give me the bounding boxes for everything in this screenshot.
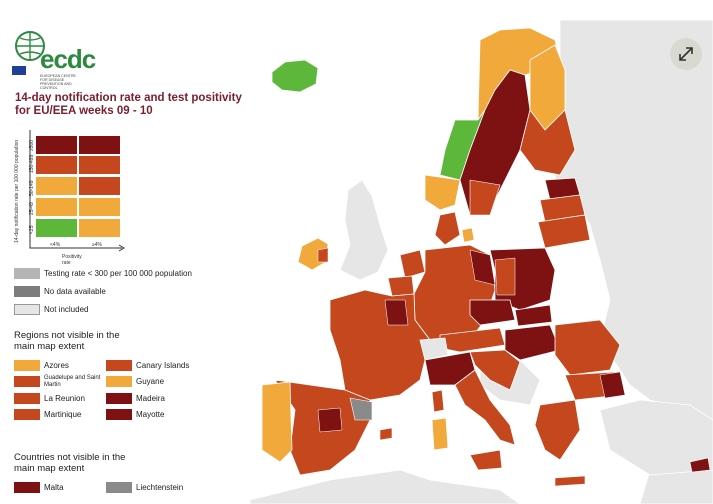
slovenia-croatia: [469, 349, 521, 391]
region-label-reunion: La Reunion: [44, 394, 85, 403]
region-label-azores: Azores: [44, 361, 69, 370]
matrix-y-tick: <25: [29, 225, 35, 234]
bulgaria-east: [599, 371, 626, 399]
region-label-canary: Canary Islands: [136, 361, 190, 370]
lithuania: [537, 214, 591, 249]
matrix-x-tick: <4%: [50, 242, 61, 248]
logo-subtitle: EUROPEAN CENTRE FOR DISEASE PREVENTION A…: [40, 74, 76, 90]
region-label-guadelupe: Guadelupe and Saint Martin: [44, 375, 101, 388]
sweden-south: [469, 179, 501, 216]
globe-icon: [15, 31, 45, 61]
region-swatch-mayotte: [106, 409, 132, 420]
catalonia-nodata: [349, 397, 373, 421]
legend-label-nodata: No data available: [44, 287, 106, 296]
expand-icon: [679, 47, 693, 61]
matrix-cell-500-low: [36, 136, 77, 154]
legend-label-testing: Testing rate < 300 per 100 000 populatio…: [44, 269, 192, 278]
matrix-cell-150-high: [79, 156, 120, 174]
matrix-cell-500-high: [79, 136, 120, 154]
region-label-mayotte: Mayotte: [136, 410, 165, 419]
legend-swatch-notincluded: [14, 304, 40, 315]
matrix-cell-25-low: [36, 198, 77, 216]
italy: [454, 369, 516, 446]
country-swatch-malta: [14, 482, 40, 493]
legend-swatch-testing: [14, 268, 40, 279]
france-paris: [384, 299, 409, 326]
finland-south: [519, 109, 576, 176]
region-swatch-reunion: [14, 393, 40, 404]
region-label-martinique: Martinique: [44, 410, 82, 419]
poland-west: [494, 257, 516, 296]
matrix-y-tick: 50-149: [29, 180, 35, 196]
crete: [554, 475, 586, 487]
region-swatch-guyane: [106, 376, 132, 387]
matrix-cell-lt25-low: [36, 219, 77, 237]
region-swatch-martinique: [14, 409, 40, 420]
country-label-liechtenstein: Liechtenstein: [136, 483, 184, 492]
greece: [534, 399, 581, 461]
matrix-x-tick: ≥4%: [92, 242, 102, 248]
norway-south: [424, 174, 461, 211]
corsica: [431, 389, 445, 413]
belgium: [387, 275, 415, 297]
sicily: [469, 449, 503, 471]
region-label-guyane: Guyane: [136, 377, 165, 386]
region-swatch-guadelupe: [14, 376, 40, 387]
matrix-y-axis-label: 14-day notification rate per 100 000 pop…: [14, 139, 20, 243]
denmark-islands: [461, 227, 475, 243]
czechia: [469, 299, 516, 326]
matrix-cell-25-high: [79, 198, 120, 216]
matrix-axes: [29, 130, 125, 252]
matrix-y-tick: ≥500: [29, 139, 35, 151]
matrix-y-tick: 150-499: [29, 154, 35, 173]
region-swatch-canary: [106, 360, 132, 371]
hungary: [504, 324, 561, 361]
portugal: [261, 381, 293, 463]
region-label-madeira: Madeira: [136, 394, 165, 403]
matrix-y-tick: 25-49: [29, 202, 35, 215]
sweden: [459, 69, 531, 216]
denmark: [434, 211, 461, 246]
map-title: 14-day notification rate and test positi…: [15, 92, 242, 117]
switzerland: [419, 337, 449, 361]
sardinia: [431, 417, 449, 451]
north-africa-land: [249, 469, 521, 504]
expand-button[interactable]: [670, 38, 702, 70]
legend-swatch-nodata: [14, 286, 40, 297]
regions-heading: Regions not visible in the main map exte…: [14, 330, 120, 352]
matrix-cell-50-high: [79, 177, 120, 195]
ireland-east: [317, 247, 329, 263]
region-swatch-azores: [14, 360, 40, 371]
country-label-malta: Malta: [44, 483, 64, 492]
balearic: [379, 427, 393, 441]
spain-madrid: [317, 407, 343, 433]
country-swatch-liechtenstein: [106, 482, 132, 493]
ecdc-logo: [12, 28, 92, 88]
matrix-cell-lt25-high: [79, 219, 120, 237]
iceland: [271, 59, 319, 93]
cyprus: [689, 457, 711, 473]
uk-land: [339, 179, 389, 281]
slovakia: [514, 304, 553, 327]
romania: [554, 319, 621, 376]
matrix-cell-150-low: [36, 156, 77, 174]
logo-text: ecdc: [40, 44, 96, 74]
turkey-land: [599, 399, 713, 476]
countries-heading: Countries not visible in the main map ex…: [14, 452, 126, 474]
matrix-x-axis-label: Positivity rate: [62, 254, 82, 266]
matrix-cell-50-low: [36, 177, 77, 195]
legend-label-notincluded: Not included: [44, 305, 89, 314]
region-swatch-madeira: [106, 393, 132, 404]
